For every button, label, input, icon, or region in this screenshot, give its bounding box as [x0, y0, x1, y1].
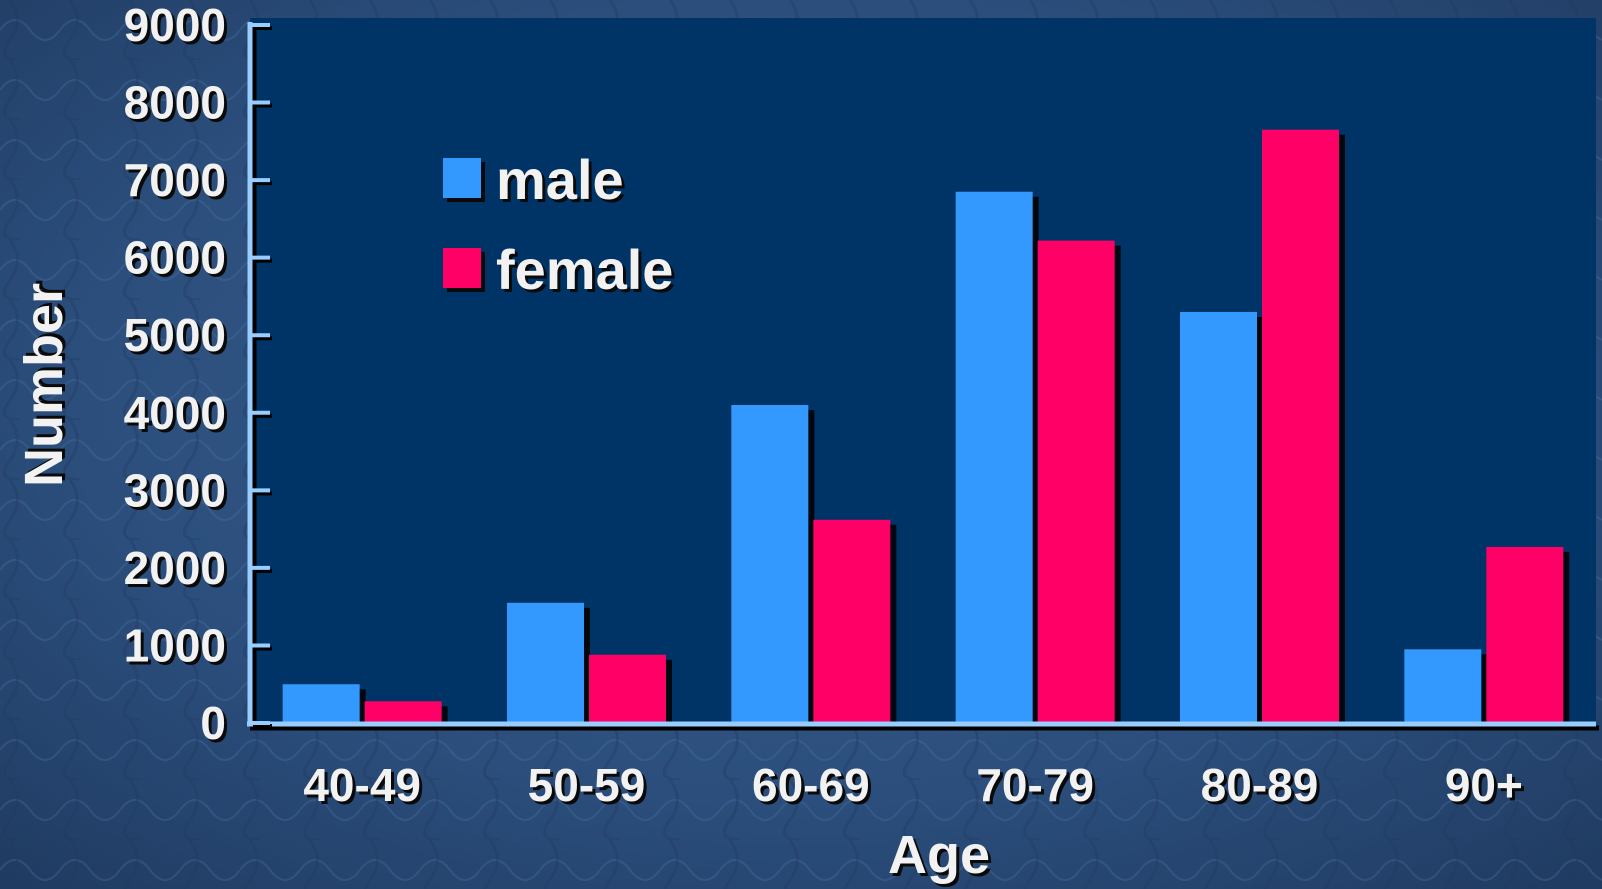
bar-male-70-79	[955, 191, 1033, 723]
legend: male male female female	[443, 148, 676, 304]
y-tick-label-shadow: 2000	[127, 545, 229, 597]
y-tick-label: 5000	[124, 309, 226, 361]
y-tick-label-shadow: 5000	[127, 312, 229, 364]
y-axis-title-shadow: Number	[17, 280, 77, 484]
legend-swatch-male	[443, 158, 481, 198]
y-tick-label: 2000	[124, 542, 226, 594]
axes-group	[247, 22, 1599, 731]
y-tick-label-shadow: 1000	[127, 622, 229, 674]
y-ticks-group: 0010001000200020003000300040004000500050…	[124, 0, 272, 752]
bar-male-80-89	[1180, 311, 1257, 723]
plot-area	[250, 18, 1596, 723]
y-axis-title: Number	[14, 283, 74, 487]
x-axis-title-shadow: Age	[891, 828, 993, 888]
y-tick-label-shadow: 9000	[127, 2, 229, 54]
bar-female-50-59	[589, 654, 666, 723]
bar-male-40-49	[282, 684, 360, 723]
y-tick-label-shadow: 6000	[127, 235, 229, 287]
bar-female-80-89	[1262, 129, 1339, 723]
y-tick-label: 4000	[124, 387, 226, 439]
bar-male-60-69	[731, 405, 809, 723]
bar-female-70-79	[1037, 240, 1115, 724]
y-tick-label: 8000	[124, 77, 226, 129]
x-tick-label-shadow: 50-59	[531, 762, 649, 814]
x-tick-label-shadow: 60-69	[755, 762, 873, 814]
y-tick-label-shadow: 8000	[127, 80, 229, 132]
y-tick-label-shadow: 4000	[127, 390, 229, 442]
x-axis-title: Age	[888, 825, 990, 885]
y-tick-label: 9000	[124, 0, 226, 51]
legend-label-female: female	[496, 238, 673, 301]
x-tick-label: 90+	[1445, 759, 1523, 811]
y-tick-label: 7000	[124, 154, 226, 206]
x-tick-label-shadow: 90+	[1448, 762, 1526, 814]
y-tick-label: 3000	[124, 464, 226, 516]
x-tick-label-shadow: 80-89	[1204, 762, 1322, 814]
y-tick-label-shadow: 7000	[127, 157, 229, 209]
bars-group	[282, 129, 1570, 724]
bar-female-40-49	[364, 701, 442, 723]
legend-label-female-shadow: female	[499, 241, 676, 304]
x-tick-label-shadow: 70-79	[979, 762, 1097, 814]
x-tick-label: 50-59	[528, 759, 646, 811]
bar-female-60-69	[813, 519, 891, 723]
x-tick-label: 70-79	[976, 759, 1094, 811]
legend-swatch-female	[443, 248, 481, 288]
y-axis-title-group: Number Number	[14, 280, 77, 487]
legend-label-male-shadow: male	[499, 151, 627, 214]
y-tick-label: 6000	[124, 232, 226, 284]
bar-male-90+	[1404, 649, 1482, 723]
y-tick-label: 0	[200, 697, 226, 749]
legend-item-male: male male	[443, 148, 627, 214]
x-tick-label: 60-69	[752, 759, 870, 811]
bar-female-90+	[1486, 546, 1564, 723]
x-tick-label: 80-89	[1201, 759, 1319, 811]
x-tick-label-shadow: 40-49	[306, 762, 424, 814]
y-tick-label-shadow: 0	[203, 700, 229, 752]
legend-label-male: male	[496, 148, 624, 211]
y-tick-label: 1000	[124, 619, 226, 671]
y-tick-label-shadow: 3000	[127, 467, 229, 519]
x-tick-label: 40-49	[303, 759, 421, 811]
legend-item-female: female female	[443, 238, 676, 304]
bar-male-50-59	[507, 602, 584, 723]
x-axis-title-group: Age Age	[888, 825, 993, 888]
